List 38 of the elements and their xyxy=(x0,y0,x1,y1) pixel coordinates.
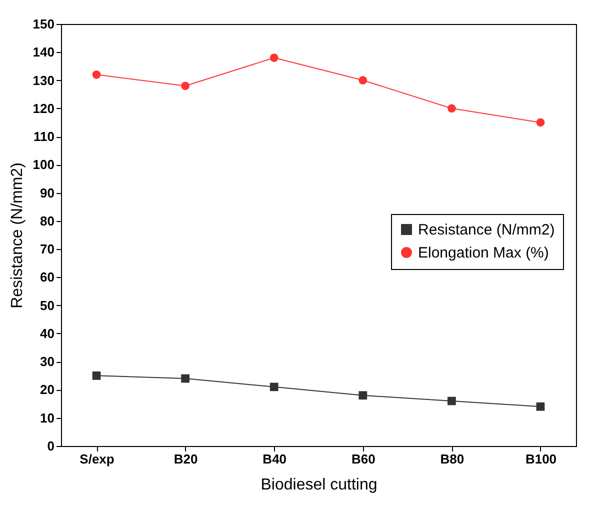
point xyxy=(92,371,101,380)
y-tick-label: 100 xyxy=(32,157,54,172)
point xyxy=(181,374,190,383)
y-axis-title: Resistance (N/mm2) xyxy=(8,162,26,308)
point xyxy=(358,76,368,84)
y-tick-label: 120 xyxy=(32,100,54,116)
legend-label: Resistance (N/mm2) xyxy=(418,222,555,238)
point xyxy=(270,54,278,62)
y-tick-label: 20 xyxy=(40,382,54,398)
y-tick-label: 30 xyxy=(40,354,54,370)
point xyxy=(92,70,101,79)
y-tick-label: 90 xyxy=(40,185,54,200)
x-tick-label: B100 xyxy=(525,452,557,466)
point xyxy=(448,104,456,113)
y-tick-label: 150 xyxy=(32,16,54,32)
point xyxy=(448,396,456,406)
y-tick-label: 70 xyxy=(40,242,54,257)
y-tick-label: 60 xyxy=(40,270,54,285)
y-tick-label: 0 xyxy=(47,438,54,454)
y-tick-label: 130 xyxy=(32,72,54,88)
y-tick-label: 40 xyxy=(40,326,54,341)
y-tick-label: 110 xyxy=(34,129,54,144)
x-axis-title: Biodiesel cutting xyxy=(260,476,378,494)
point xyxy=(358,391,368,400)
point xyxy=(181,82,190,90)
x-tick-label: B40 xyxy=(262,452,287,466)
x-tick-label: B20 xyxy=(174,452,198,466)
point xyxy=(536,402,545,411)
legend-label: Elongation Max (%) xyxy=(418,244,549,262)
y-tick-label: 140 xyxy=(32,44,54,60)
x-tick-label: B80 xyxy=(440,452,464,466)
y-tick-label: 80 xyxy=(40,213,54,228)
point xyxy=(536,118,545,127)
x-tick-label: S/exp xyxy=(80,452,114,466)
y-tick-label: 10 xyxy=(40,410,54,426)
point xyxy=(270,382,278,392)
x-tick-label: B60 xyxy=(351,452,376,466)
y-tick-label: 50 xyxy=(40,298,54,313)
